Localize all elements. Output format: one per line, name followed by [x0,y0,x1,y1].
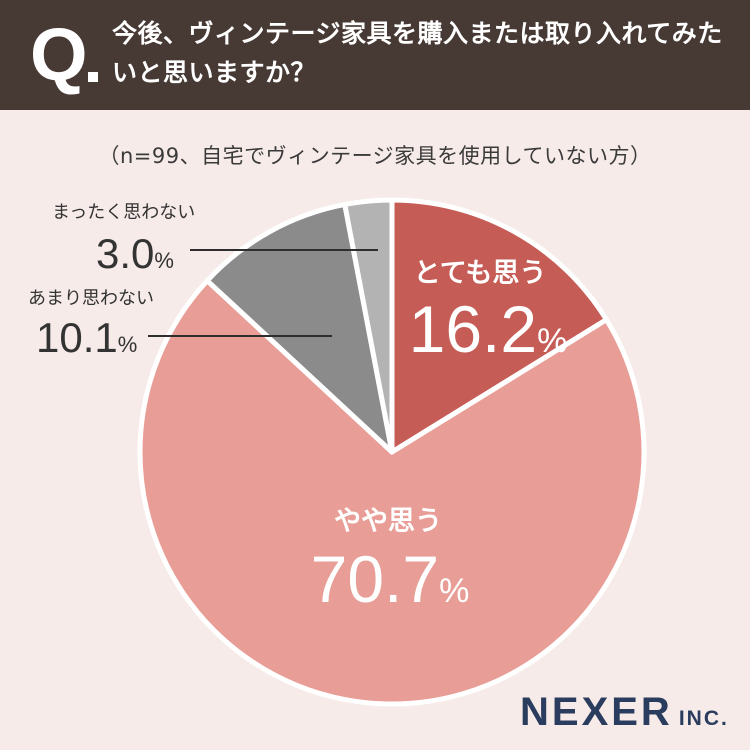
pie-slice-1 [137,278,647,707]
slice-value-1: 70.7% [311,542,470,616]
brand-suffix: INC. [678,707,729,730]
slice-value-3: 3.0% [96,230,174,277]
pie-slice-3 [342,197,395,455]
chart-subtitle: （n=99、自宅でヴィンテージ家具を使用していない方） [98,144,652,168]
slice-label-2: あまり思わない [28,288,154,309]
q-mark: Q [30,13,88,96]
pie-slice-2 [204,201,395,455]
q-dot-icon [88,72,98,82]
question-header: Q 今後、ヴィンテージ家具を購入または取り入れてみたいと思いますか？ [0,0,750,110]
question-text: 今後、ヴィンテージ家具を購入または取り入れてみたいと思いますか？ [112,19,723,87]
brand-name: NEXER [520,690,673,734]
slice-value-0: 16.2% [409,292,568,366]
pie-slice-0 [389,197,609,455]
slice-label-1: やや思う [334,506,442,537]
slice-label-3: まったく思わない [52,202,195,223]
slice-label-0: とても思う [414,258,547,289]
brand-logo: NEXER INC. [520,690,729,735]
slice-value-2: 10.1% [36,314,137,361]
